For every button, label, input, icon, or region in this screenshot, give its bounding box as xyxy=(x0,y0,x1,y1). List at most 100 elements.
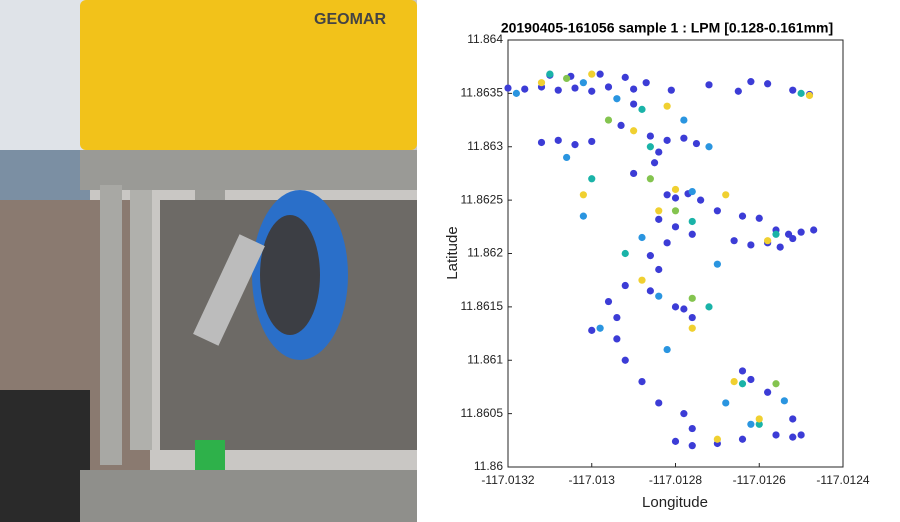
point xyxy=(692,139,701,148)
point xyxy=(638,105,646,113)
point xyxy=(537,79,546,87)
point xyxy=(797,89,805,97)
point xyxy=(671,207,680,215)
point xyxy=(579,79,587,87)
point xyxy=(563,74,571,83)
point xyxy=(764,80,772,88)
point xyxy=(638,378,646,386)
point xyxy=(596,324,604,332)
point xyxy=(671,194,680,202)
y-tick-label: 11.8605 xyxy=(461,406,504,420)
point xyxy=(747,241,755,249)
point xyxy=(663,136,671,144)
y-tick-label: 11.863 xyxy=(467,139,503,153)
yellow-float xyxy=(80,0,417,150)
chart-title: 20190405-161056 sample 1 : LPM [0.128-0.… xyxy=(501,20,833,36)
point xyxy=(646,175,654,183)
point xyxy=(638,233,646,242)
point xyxy=(797,431,805,439)
point xyxy=(688,324,696,332)
point xyxy=(655,215,663,223)
point xyxy=(680,305,688,313)
point xyxy=(579,191,587,199)
point xyxy=(630,169,638,178)
point xyxy=(621,249,629,258)
point xyxy=(738,212,747,220)
point xyxy=(730,237,738,245)
point xyxy=(604,83,613,91)
point xyxy=(755,420,763,428)
point xyxy=(655,207,663,215)
camera xyxy=(193,234,265,346)
point xyxy=(554,86,562,94)
point xyxy=(680,116,688,124)
point xyxy=(630,85,638,93)
point xyxy=(764,237,772,245)
point xyxy=(797,228,805,236)
point xyxy=(713,260,721,268)
point xyxy=(630,100,638,108)
point xyxy=(588,70,596,78)
y-tick-label: 11.8635 xyxy=(461,86,504,100)
point xyxy=(621,73,629,81)
point xyxy=(713,207,721,215)
point xyxy=(747,420,755,428)
point xyxy=(671,303,680,311)
point xyxy=(630,127,638,135)
point xyxy=(688,294,696,302)
mat xyxy=(0,390,90,522)
point xyxy=(554,136,562,144)
y-tick-label: 11.862 xyxy=(467,246,503,260)
point xyxy=(596,70,604,78)
point xyxy=(671,223,680,231)
point xyxy=(688,442,696,450)
point xyxy=(747,78,755,86)
point xyxy=(688,187,696,196)
point xyxy=(512,89,520,97)
point xyxy=(747,375,755,384)
y-axis-label: Latitude xyxy=(444,226,461,279)
point xyxy=(671,437,680,445)
point xyxy=(663,191,671,199)
point xyxy=(671,185,680,194)
point xyxy=(642,79,650,87)
point xyxy=(805,91,814,100)
point xyxy=(521,85,529,93)
point xyxy=(776,243,784,251)
point xyxy=(571,141,579,149)
y-tick-label: 11.861 xyxy=(467,352,503,366)
point xyxy=(705,81,713,89)
x-tick-label: -117.0126 xyxy=(733,473,786,487)
point xyxy=(663,102,671,110)
point xyxy=(734,87,742,95)
point xyxy=(810,226,818,234)
point xyxy=(688,230,696,238)
point xyxy=(563,153,571,162)
point xyxy=(722,191,730,199)
y-tick-label: 11.864 xyxy=(467,32,503,46)
point xyxy=(655,148,663,156)
point xyxy=(738,435,747,443)
point xyxy=(588,87,596,95)
point xyxy=(504,84,512,92)
x-tick-label: -117.0124 xyxy=(816,473,869,487)
y-tick-label: 11.8625 xyxy=(461,192,504,206)
point xyxy=(588,175,596,183)
point xyxy=(688,424,696,433)
point xyxy=(772,230,780,238)
y-tick-label: 11.86 xyxy=(474,459,503,473)
point xyxy=(680,410,688,418)
point xyxy=(755,415,763,423)
point xyxy=(621,356,629,364)
point xyxy=(613,95,621,103)
point xyxy=(764,388,772,396)
point xyxy=(650,159,659,167)
x-tick-label: -117.0128 xyxy=(649,473,702,487)
frame-top xyxy=(80,150,417,190)
x-tick-label: -117.0132 xyxy=(481,473,534,487)
point xyxy=(667,86,675,94)
point xyxy=(722,399,730,407)
point xyxy=(655,292,663,300)
point xyxy=(705,143,713,151)
